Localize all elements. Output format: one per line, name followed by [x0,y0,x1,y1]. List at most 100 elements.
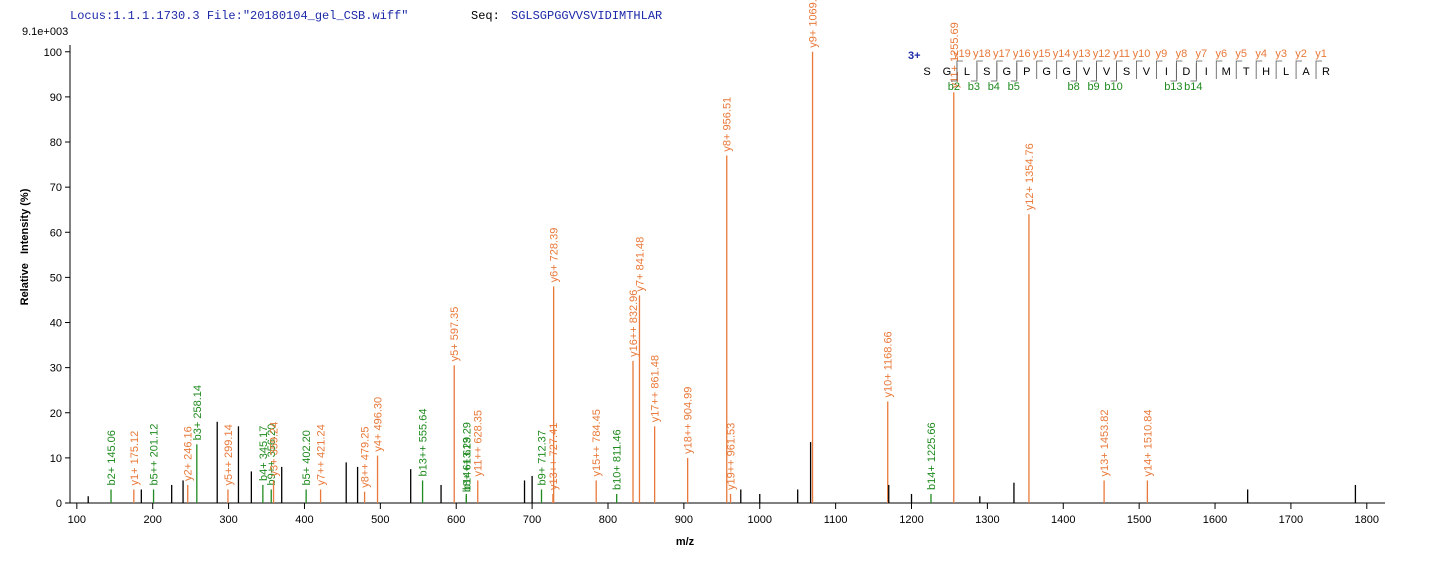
residue: H [1262,66,1270,78]
y-ion-bracket [1116,60,1123,79]
b-ion-label: b10 [1104,81,1122,93]
y-ion-bracket [1076,60,1083,79]
peak-label: y10+ 1168.66 [883,331,895,397]
x-tick-label: 300 [219,514,237,526]
peak-label: y13+ 1453.82 [1099,409,1111,476]
sequence: SGLSGPGGVVSVIDIMTHLAR [511,9,662,23]
y-ion-label: y16 [1013,48,1031,60]
peak-label: y8+ 956.51 [722,97,734,152]
peak-label: y11+ 1255.69 [949,22,961,88]
x-tick-label: 800 [599,514,617,526]
peak-label: y4+ 496.30 [373,397,385,452]
b-ion-label: b8 [1068,81,1080,93]
peak-label: y17++ 861.48 [650,355,662,422]
x-tick-label: 1200 [899,514,923,526]
peak-label: b14+ 1225.66 [926,422,938,490]
b-ion-label: b13 [1164,81,1182,93]
y-ion-label: y2 [1295,48,1307,60]
peak-label: y5+ 597.35 [449,307,461,362]
residue: G [943,66,952,78]
b-ion-label: b9 [1087,81,1099,93]
y-tick-label: 90 [50,92,62,104]
x-tick-label: 1600 [1203,514,1227,526]
peak-label: b8+ 613.29 [461,437,473,492]
x-tick-label: 900 [675,514,693,526]
x-tick-label: 1700 [1279,514,1303,526]
x-tick-label: 600 [447,514,465,526]
x-tick-label: 1400 [1051,514,1075,526]
y-ion-bracket [976,60,983,79]
chart-title: Locus:1.1.1.1730.3 File:"20180104_gel_CS… [70,9,408,23]
x-tick-label: 1300 [975,514,999,526]
residue: L [964,66,970,78]
peak-label: b13++ 555.64 [418,409,430,477]
residue: A [1302,66,1310,78]
x-tick-label: 400 [295,514,313,526]
b-ion-label: b5 [1008,81,1020,93]
peak-label: b10+ 811.46 [612,429,624,490]
residue: D [1182,66,1190,78]
peak-label: y2+ 246.16 [183,426,195,481]
peak-label: y6+ 728.39 [549,228,561,283]
y-ion-label: y1 [1315,48,1327,60]
x-tick-label: 200 [144,514,162,526]
y-ion-label: y19 [953,48,971,60]
peak-label: b5+ 402.20 [301,430,313,485]
y-ion-label: y5 [1235,48,1247,60]
residue: I [1205,66,1208,78]
residue: V [1103,66,1111,78]
peak-label: y7++ 421.24 [316,424,328,485]
y-ion-label: y12 [1093,48,1111,60]
y-ion-bracket [1156,60,1163,79]
b-ion-bracket [990,63,998,82]
y-ion-bracket [1195,60,1203,79]
y-ion-label: y15 [1033,48,1051,60]
peak-label: y9+ 1069.59 [808,0,820,48]
residue: T [1243,66,1250,78]
peak-label: y11++ 628.35 [473,410,485,476]
residue: V [1143,66,1151,78]
y-ion-label: y7 [1196,48,1208,60]
y-tick-label: 10 [50,453,62,465]
peak-label: y5++ 299.14 [223,424,235,485]
residue: G [1042,66,1051,78]
y-tick-label: 30 [50,363,62,375]
peak-label: b14++ 613.29 [461,422,473,490]
y-ion-label: y18 [973,48,991,60]
b-ion-bracket [1170,63,1177,82]
b-ion-label: b4 [988,81,1000,93]
y-tick-label: 40 [50,318,62,330]
y-ion-label: y8 [1176,48,1188,60]
y-ion-label: y13 [1073,48,1091,60]
peak-label: y18++ 904.99 [683,387,695,454]
b-ion-bracket [1070,63,1078,82]
residue: G [1003,66,1012,78]
peak-label: y14+ 1510.84 [1142,409,1154,476]
y-ion-label: y11 [1113,48,1130,60]
x-axis-label: m/z [676,536,695,548]
y-axis-label: Relative Intensity (%) [19,188,31,305]
peak-label: b3+ 258.14 [192,385,204,440]
y-tick-label: 20 [50,408,62,420]
peak-label: y7+ 841.48 [634,237,646,292]
scale-label: 9.1e+003 [22,26,68,38]
y-ion-bracket [1315,60,1323,79]
residue: I [1165,66,1168,78]
y-ion-bracket [1275,60,1283,79]
residue: R [1322,66,1330,78]
x-tick-label: 1100 [824,514,848,526]
y-tick-label: 70 [50,182,62,194]
y-ion-bracket [1215,60,1223,79]
residue: L [1283,66,1289,78]
peak-label: y19++ 961.53 [726,423,738,490]
seq-prefix: Seq: [471,9,500,23]
peak-label: y8++ 479.25 [360,427,372,488]
y-ion-label: y4 [1255,48,1267,60]
y-ion-label: y14 [1053,48,1071,60]
y-ion-bracket [1295,60,1303,79]
b-ion-bracket [970,63,978,82]
peak-label: y12+ 1354.76 [1024,143,1036,210]
y-ion-label: y17 [993,48,1011,60]
x-tick-label: 100 [68,514,86,526]
b-ion-bracket [950,63,958,82]
